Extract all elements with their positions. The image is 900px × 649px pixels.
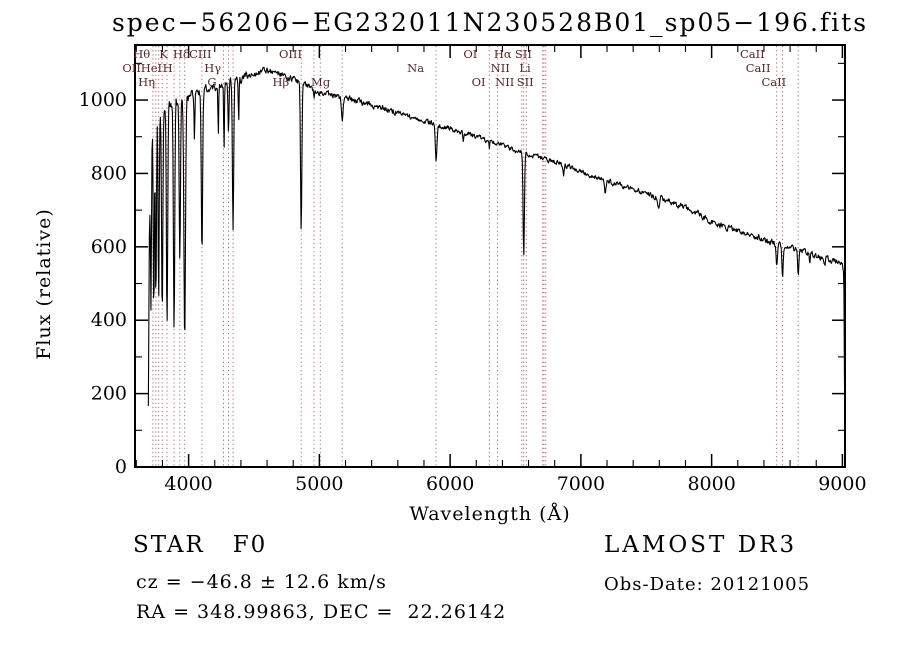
spectrum [147, 66, 846, 406]
spectral-line-label: CaII [740, 47, 765, 61]
spectral-line-label: CIII [189, 47, 211, 61]
spectral-line-label: OIII [279, 47, 302, 61]
y-tick-label: 1000 [79, 89, 127, 111]
x-tick-label: 4000 [164, 473, 212, 495]
spectral-line-label: NII [491, 61, 510, 75]
axes [134, 44, 846, 468]
spectral-line-label: SII [517, 75, 534, 89]
spectral-line-label: Hγ [204, 61, 221, 75]
y-axis-label: Flux (relative) [33, 208, 55, 360]
x-tick-label: 7000 [557, 473, 605, 495]
y-tick-label: 0 [115, 456, 127, 478]
spectral-line-label: OII [122, 61, 141, 75]
spectral-line-label: Na [407, 61, 424, 75]
ticks: 4000 5000 6000 7000 8000 9000 0 200 400 600 800 100… [79, 46, 867, 495]
y-tick-label: 400 [91, 309, 127, 331]
spectral-line-label: Hθ [133, 47, 150, 61]
spectral-line-label: G [207, 75, 216, 89]
spectral-line-markers [152, 46, 799, 466]
spectral-line-label: Hβ [273, 75, 290, 89]
y-tick-label: 800 [91, 162, 127, 184]
x-tick-label: 5000 [295, 473, 343, 495]
spectral-line-label: SII [515, 47, 532, 61]
spectral-line-label: OI [463, 47, 477, 61]
x-tick-label: 8000 [687, 473, 735, 495]
cz-velocity: cz = −46.8 ± 12.6 km/s [136, 571, 387, 593]
x-tick-label: 6000 [426, 473, 474, 495]
spectral-line-label: NII [495, 75, 514, 89]
spectral-line-label: Hδ [173, 47, 190, 61]
spectral-line-label: HeI [141, 61, 162, 75]
y-tick-label: 200 [91, 383, 127, 405]
obs-date: Obs-Date: 20121005 [604, 574, 811, 595]
y-tick-label: 600 [91, 236, 127, 258]
spectral-line-label: CaII [746, 61, 771, 75]
spectral-line-label: K [159, 47, 168, 61]
spectral-line-label: Mg [311, 75, 331, 89]
x-axis-label: Wavelength (Å) [409, 503, 571, 525]
spectral-line-label: OI [472, 75, 486, 89]
spectral-line-label: Hη [138, 75, 155, 89]
survey-release: LAMOST DR3 [604, 532, 798, 558]
spectral-line-label: H [163, 61, 173, 75]
object-class-and-subclass: STAR F0 [133, 532, 268, 558]
spectral-line-label: Hα [494, 47, 512, 61]
coordinates: RA = 348.99863, DEC = 22.26142 [136, 601, 507, 623]
spectral-line-label: CaII [761, 75, 786, 89]
x-tick-label: 9000 [818, 473, 866, 495]
spectrum-line [147, 66, 846, 406]
spectral-line-label: Li [519, 61, 531, 75]
plot-title: spec−56206−EG232011N230528B01_sp05−196.f… [111, 8, 869, 37]
plot-frame [134, 44, 846, 468]
